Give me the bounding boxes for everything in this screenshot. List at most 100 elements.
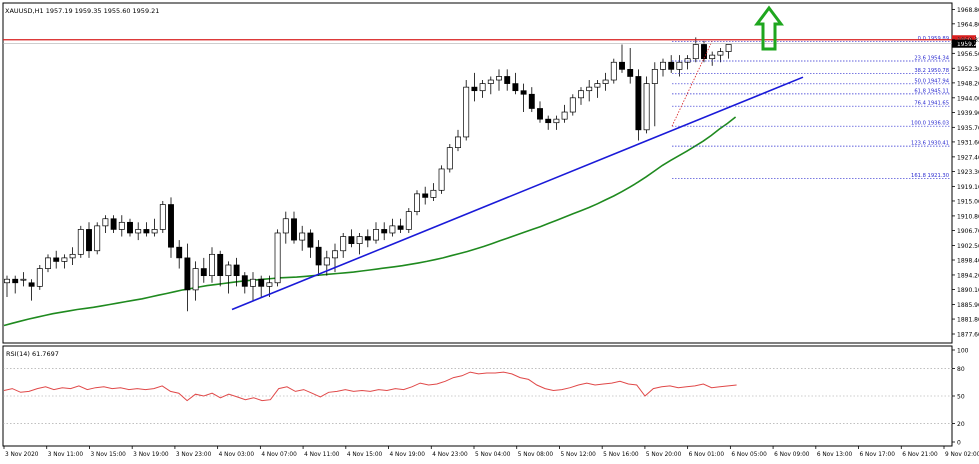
time-tick-label: 6 Nov 13:00 <box>817 452 853 458</box>
candle <box>619 44 625 73</box>
candle <box>20 272 27 287</box>
candle <box>725 44 732 59</box>
candle-body <box>364 236 371 241</box>
candle <box>701 40 707 63</box>
candle <box>692 37 699 63</box>
candle-body <box>496 76 502 81</box>
fib-level-label: 0.0 1959.89 <box>918 36 949 42</box>
candle <box>307 229 314 258</box>
candle <box>184 243 191 312</box>
candle <box>717 48 724 63</box>
candle <box>69 247 76 265</box>
price-tick-label: 1948.20 <box>957 80 979 87</box>
candle <box>668 55 675 73</box>
candle <box>77 225 84 258</box>
candle <box>209 247 215 283</box>
candle <box>217 250 224 287</box>
candle-body <box>61 257 68 262</box>
candle <box>545 115 552 130</box>
fib-anchor-line <box>671 41 713 127</box>
candle-body <box>332 250 338 259</box>
candle <box>586 80 593 102</box>
candle <box>684 55 691 70</box>
candle-body <box>569 97 576 113</box>
candle <box>143 222 150 237</box>
price-tick-label: 1931.60 <box>957 139 979 146</box>
time-tick-label: 3 Nov 23:00 <box>176 452 212 458</box>
candle <box>528 87 535 113</box>
candle <box>389 218 396 237</box>
candle-body <box>651 69 658 84</box>
time-tick-label: 3 Nov 2020 <box>5 452 39 458</box>
candle-body <box>627 69 634 77</box>
candle-body <box>545 118 552 124</box>
candle <box>512 72 519 95</box>
candle <box>676 55 683 77</box>
candle-body <box>151 229 158 234</box>
rsi-tick-label: 50 <box>957 394 965 401</box>
candle-body <box>668 61 675 70</box>
candle <box>471 72 478 102</box>
candle <box>28 279 35 301</box>
candle-body <box>438 168 445 191</box>
candle-body <box>701 44 707 60</box>
candle <box>709 51 716 66</box>
trend-line <box>231 76 804 311</box>
candle <box>340 232 347 258</box>
candle-body <box>340 236 347 252</box>
candle <box>364 229 371 248</box>
candle <box>422 186 429 205</box>
candle-body <box>463 86 470 138</box>
moving-average-line <box>3 116 737 327</box>
candle <box>438 165 445 194</box>
candle-body <box>520 90 527 95</box>
time-tick-label: 5 Nov 04:00 <box>475 452 511 458</box>
candle-body <box>192 268 199 291</box>
candle-body <box>323 257 330 266</box>
candle-body <box>168 204 174 248</box>
candle-body <box>36 268 43 287</box>
candle <box>561 104 568 123</box>
overlay-layer: 1960.331959.21 <box>3 35 979 311</box>
candle-body <box>274 232 281 284</box>
rsi-panel-frame <box>2 345 953 447</box>
candle-body <box>446 147 453 170</box>
candle <box>569 94 576 116</box>
candle-body <box>258 278 265 287</box>
candle-body <box>578 90 584 99</box>
price-tick-label: 1881.80 <box>957 317 979 324</box>
candle-body <box>455 136 461 148</box>
candle-body <box>389 225 396 234</box>
candle <box>192 261 199 301</box>
time-tick-label: 5 Nov 12:00 <box>560 452 596 458</box>
candle <box>487 76 494 95</box>
candle-body <box>282 218 289 234</box>
candle-body <box>405 211 412 230</box>
candle <box>250 272 256 301</box>
candle <box>315 240 322 276</box>
time-tick-label: 3 Nov 15:00 <box>90 452 126 458</box>
candle <box>405 208 412 233</box>
candle-body <box>414 193 420 212</box>
rsi-tick-label: 80 <box>957 366 965 373</box>
candle <box>635 69 642 141</box>
candle-body <box>356 236 363 245</box>
candle <box>414 190 420 216</box>
candle-body <box>422 193 429 198</box>
rsi-tick-label: 100 <box>957 348 969 355</box>
price-tick-label: 1944.00 <box>957 95 979 102</box>
candle <box>397 218 404 233</box>
candle <box>496 69 502 91</box>
price-tick-label: 1939.90 <box>957 110 979 117</box>
candle-body <box>512 83 519 92</box>
fib-level-label: 61.8 1945.11 <box>914 88 949 94</box>
time-tick-label: 4 Nov 11:00 <box>304 452 340 458</box>
candle <box>61 254 68 269</box>
candle-body <box>430 189 437 198</box>
rsi-tick-label: 0 <box>957 440 961 447</box>
fib-level-label: 50.0 1947.94 <box>914 78 949 84</box>
candle <box>159 200 166 233</box>
candle-body <box>184 257 191 291</box>
candle-body <box>110 218 117 230</box>
